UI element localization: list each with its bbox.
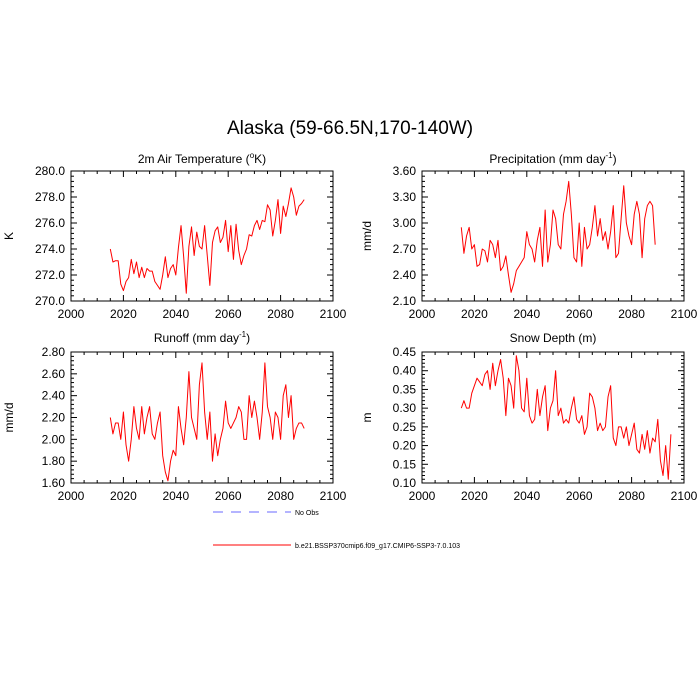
legend-model-label: b.e21.BSSP370cmip6.f09_g17.CMIP6-SSP3-7.…	[295, 543, 460, 550]
y-tick-label: 0.25	[393, 420, 417, 434]
x-tick-label: 2100	[671, 307, 698, 321]
plot-area: 2.10 2.40 2.70 3.00 3.30 3.60 2000 2020 2040 2060…	[360, 164, 698, 321]
y-tick-label: 0.10	[393, 476, 417, 490]
y-tick-label: 276.0	[35, 216, 65, 230]
y-tick-label: 0.30	[393, 401, 417, 415]
x-tick-label: 2060	[566, 307, 593, 321]
x-tick-label: 2020	[110, 489, 137, 503]
plot-frame	[70, 351, 334, 484]
x-tick-label: 2000	[409, 489, 436, 503]
y-tick-label: 1.60	[42, 476, 66, 490]
y-tick-label: 2.00	[42, 432, 66, 446]
panel-title: 2m Air Temperature (oK)	[138, 151, 266, 166]
x-tick-label: 2100	[671, 489, 698, 503]
y-tick-label: 0.20	[393, 439, 417, 453]
y-tick-label: 2.80	[42, 345, 66, 359]
panel-title-tail: )	[613, 152, 617, 166]
y-tick-label: 3.60	[393, 164, 417, 178]
x-tick-label: 2060	[215, 489, 242, 503]
plot-frame	[421, 170, 685, 302]
y-tick-label: 278.0	[35, 190, 65, 204]
panel-snow-depth: Snow Depth (m) 0.100.150.200.250.300.350…	[360, 331, 698, 503]
y-tick-label: 2.40	[393, 268, 417, 282]
series-line	[460, 180, 656, 293]
x-tick-label: 2080	[267, 489, 294, 503]
y-tick-label: 0.40	[393, 364, 417, 378]
panel-precipitation: Precipitation (mm day-1) 2.10 2.40 2.70 3.0…	[360, 151, 698, 321]
y-tick-label: 274.0	[35, 242, 65, 256]
panel-title-main: 2m Air Temperature (	[138, 152, 250, 166]
y-tick-label: 2.40	[42, 389, 66, 403]
panel-title-superscript: -1	[605, 151, 613, 160]
y-tick-label: 280.0	[35, 164, 65, 178]
legend: No Obs b.e21.BSSP370cmip6.f09_g17.CMIP6-…	[213, 510, 460, 550]
panel-title-main: Runoff (mm day	[154, 331, 239, 345]
x-tick-label: 2080	[267, 307, 294, 321]
x-tick-label: 2080	[618, 489, 645, 503]
plot-frame	[70, 170, 334, 302]
legend-obs-label: No Obs	[295, 510, 319, 517]
y-tick-label: 2.10	[393, 294, 417, 308]
y-axis-label: K	[2, 232, 16, 240]
panel-title-tail: K)	[254, 152, 266, 166]
plot-area: 1.60 1.80 2.00 2.20 2.40 2.60 2.80 2000 2020 2040…	[2, 345, 347, 503]
series-line	[109, 187, 305, 294]
y-tick-label: 0.15	[393, 457, 417, 471]
plot-frame	[421, 351, 685, 484]
figure-title: Alaska (59-66.5N,170-140W)	[227, 118, 473, 139]
y-tick-label: 270.0	[35, 294, 65, 308]
x-tick-label: 2040	[162, 307, 189, 321]
y-tick-label: 3.30	[393, 190, 417, 204]
series-line	[109, 362, 305, 482]
panel-runoff: Runoff (mm day-1) 1.60 1.80 2.00 2.20 2.40 2.…	[2, 330, 347, 503]
x-tick-label: 2020	[461, 489, 488, 503]
x-tick-label: 2000	[58, 307, 85, 321]
x-tick-label: 2020	[461, 307, 488, 321]
y-tick-label: 2.20	[42, 411, 66, 425]
panel-title-superscript: o	[250, 151, 255, 160]
y-tick-label: 2.60	[42, 367, 66, 381]
y-tick-label: 3.00	[393, 216, 417, 230]
series-line	[460, 355, 672, 480]
panel-title-tail: )	[246, 331, 250, 345]
x-tick-label: 2060	[566, 489, 593, 503]
plot-area: 0.10 0.15 0.20 0.25 0.30 0.35 0.40 0.45 2000 2020…	[360, 345, 698, 503]
y-tick-label: 0.35	[393, 382, 417, 396]
y-tick-label: 272.0	[35, 268, 65, 282]
x-tick-label: 2040	[513, 489, 540, 503]
x-tick-label: 2080	[618, 307, 645, 321]
x-tick-label: 2100	[320, 489, 347, 503]
panel-air-temperature: 2m Air Temperature (oK) 270.0272.0274.02…	[2, 151, 347, 321]
panel-title: Snow Depth (m)	[510, 331, 597, 345]
y-tick-label: 0.45	[393, 345, 417, 359]
y-tick-label: 1.80	[42, 454, 66, 468]
panel-title: Runoff (mm day-1)	[154, 330, 250, 345]
x-tick-label: 2000	[409, 307, 436, 321]
panel-title: Precipitation (mm day-1)	[489, 151, 616, 166]
panel-title-main: Snow Depth (m)	[510, 331, 597, 345]
x-tick-label: 2040	[513, 307, 540, 321]
panel-title-main: Precipitation (mm day	[489, 152, 605, 166]
x-tick-label: 2100	[320, 307, 347, 321]
y-tick-label: 2.70	[393, 242, 417, 256]
x-tick-label: 2060	[215, 307, 242, 321]
y-axis-label: mm/d	[2, 403, 16, 433]
panel-title-superscript: -1	[239, 330, 247, 339]
plot-area: 270.0 272.0 274.0 276.0 278.0 280.0 2000 2020 20…	[2, 164, 347, 321]
x-tick-label: 2040	[162, 489, 189, 503]
x-tick-label: 2000	[58, 489, 85, 503]
x-tick-label: 2020	[110, 307, 137, 321]
y-axis-label: m	[360, 413, 374, 423]
y-axis-label: mm/d	[360, 221, 374, 251]
